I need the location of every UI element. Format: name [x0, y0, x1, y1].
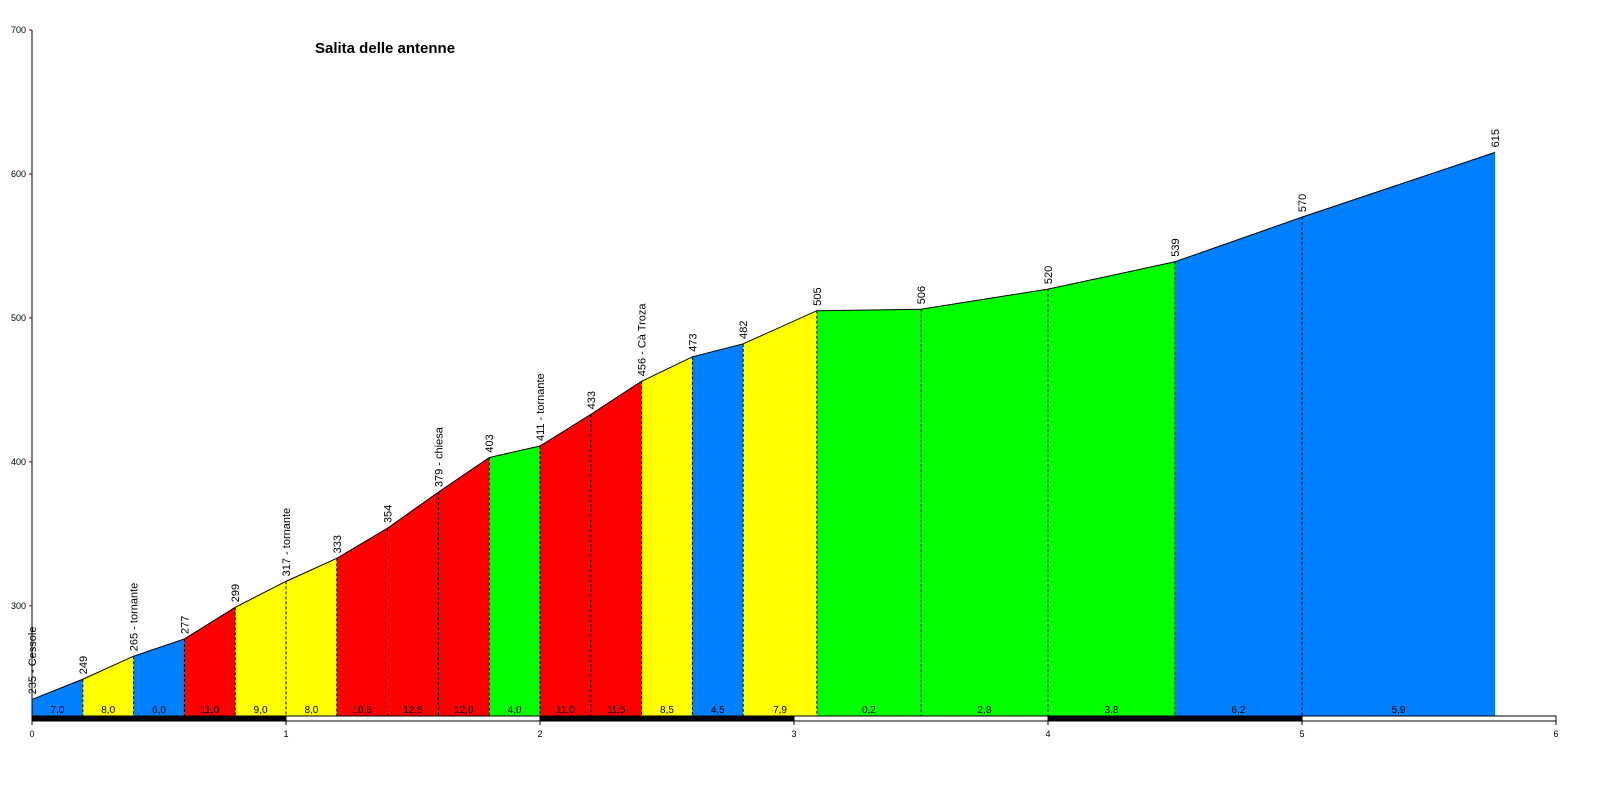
gradient-label: 11,0 [200, 705, 219, 716]
gradient-label: 0,2 [862, 705, 876, 716]
gradient-segment [641, 356, 693, 721]
point-label: 570 [1297, 194, 1309, 212]
gradient-label: 7,0 [50, 705, 64, 716]
gradient-segment [235, 581, 286, 721]
y-tick-label: 300 [11, 601, 26, 611]
point-label: 411 - tornante [535, 373, 547, 441]
gradient-label: 12,0 [454, 705, 474, 716]
point-label: 277 [179, 616, 191, 634]
y-tick-label: 400 [11, 457, 26, 467]
point-label: 520 [1043, 266, 1055, 284]
gradient-segment [133, 638, 185, 721]
gradient-segment [921, 289, 1048, 721]
gradient-label: 8,0 [304, 705, 318, 716]
gradient-segment [1302, 152, 1496, 722]
point-label: 354 [383, 505, 395, 523]
point-label: 473 [687, 333, 699, 351]
gradient-label: 8,0 [101, 705, 115, 716]
point-label: 615 [1490, 129, 1502, 147]
point-label: 299 [230, 584, 242, 602]
point-label: 433 [586, 391, 598, 409]
point-label: 539 [1170, 238, 1182, 256]
x-tick-label: 6 [1553, 729, 1558, 739]
y-tick-label: 500 [11, 313, 26, 323]
gradient-label: 11,5 [607, 705, 626, 716]
gradient-label: 6,2 [1232, 705, 1246, 716]
gradient-segment [692, 343, 744, 721]
gradient-segment [540, 414, 591, 721]
gradient-label: 12,5 [403, 705, 423, 716]
x-tick-label: 4 [1045, 729, 1050, 739]
point-label: 235 - Cessole [27, 627, 39, 695]
point-label: 505 [812, 287, 824, 305]
gradient-segment [336, 528, 388, 721]
gradient-label: 11,0 [556, 705, 575, 716]
km-strip [793, 715, 1049, 722]
gradient-segment [489, 446, 540, 721]
gradient-label: 2,8 [978, 705, 992, 716]
chart-title: Salita delle antenne [315, 40, 455, 57]
gradient-segment [590, 381, 642, 721]
gradient-label: 4,0 [508, 705, 522, 716]
x-tick-label: 1 [283, 729, 288, 739]
gradient-label: 7,9 [773, 705, 787, 716]
gradient-label: 6,0 [152, 705, 166, 716]
gradient-label: 10,5 [352, 705, 372, 716]
profile-line [31, 151, 1496, 700]
km-strip [31, 715, 287, 722]
gradient-segment [387, 492, 439, 721]
y-tick-label: 700 [11, 25, 26, 35]
km-strip [285, 715, 541, 722]
gradient-segment [816, 309, 921, 721]
gradient-segment [438, 457, 490, 721]
point-label: 456 - Cà Troza [637, 303, 649, 377]
x-tick-label: 5 [1299, 729, 1304, 739]
gradient-segment [1048, 261, 1175, 721]
gradient-label: 9,0 [254, 705, 268, 716]
gradient-label: 3,8 [1105, 705, 1119, 716]
point-label: 403 [484, 434, 496, 452]
x-tick-label: 3 [791, 729, 796, 739]
gradient-segment [32, 679, 83, 721]
point-label: 265 - tornante [129, 583, 141, 652]
gradient-segment [184, 607, 236, 721]
gradient-segment [286, 558, 337, 721]
gradient-segment [82, 656, 134, 721]
km-strip [539, 715, 795, 722]
km-strip [1047, 715, 1303, 722]
gradient-segment [743, 310, 817, 721]
point-label: 482 [738, 320, 750, 338]
gradient-segment [1175, 217, 1302, 722]
point-label: 249 [78, 656, 90, 674]
point-label: 317 - tornante [281, 508, 293, 577]
km-strip [1301, 715, 1557, 722]
point-label: 333 [332, 535, 344, 553]
x-tick-label: 2 [537, 729, 542, 739]
point-label: 506 [916, 286, 928, 304]
gradient-label: 5,9 [1392, 705, 1406, 716]
gradient-label: 4,5 [711, 705, 725, 716]
x-tick-label: 0 [29, 729, 34, 739]
point-label: 379 - chiesa [433, 426, 445, 487]
y-tick-label: 600 [11, 169, 26, 179]
gradient-label: 8,5 [660, 705, 674, 716]
